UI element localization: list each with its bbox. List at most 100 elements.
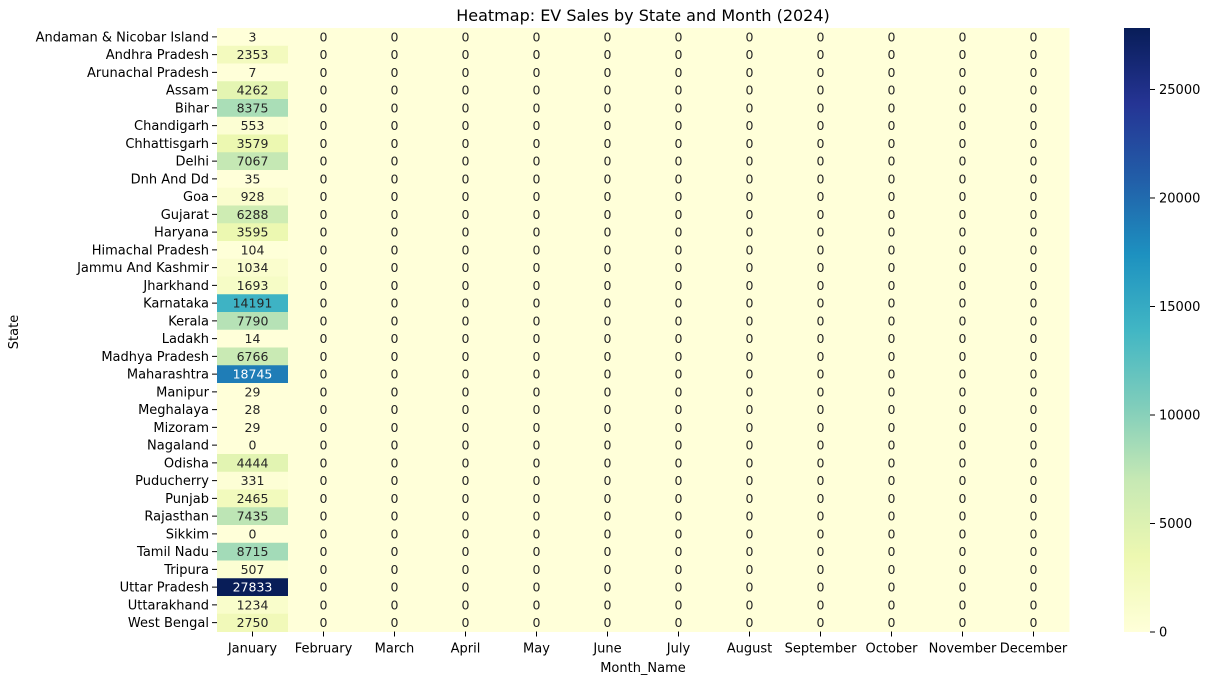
heatmap-cell [359,347,431,366]
heatmap-cell [217,596,289,615]
heatmap-cell [288,383,360,402]
heatmap-cell [501,28,573,47]
heatmap-cell [288,223,360,242]
cell-value-label: 0 [391,225,399,240]
heatmap-cell [643,489,715,508]
heatmap-cell [927,45,999,64]
heatmap-cell [785,312,857,331]
heatmap-cell [714,347,786,366]
cell-value-label: 0 [604,118,612,133]
cell-value-label: 0 [320,29,328,44]
heatmap-cell [288,63,360,82]
cell-value-label: 0 [391,100,399,115]
heatmap-cell [927,525,999,544]
y-tick-label: Sikkim [166,527,209,542]
cell-value-label: 0 [1030,438,1038,453]
cell-value-label: 0 [817,402,825,417]
heatmap-cell [430,542,502,561]
cell-value-label: 0 [817,491,825,506]
heatmap-cell [714,400,786,419]
colorbar-tick-label: 10000 [1159,408,1200,423]
heatmap-cell [856,329,928,348]
cell-value-label: 0 [817,207,825,222]
heatmap-cell [785,560,857,579]
heatmap-cell [217,329,289,348]
cell-value-label: 0 [675,225,683,240]
cell-value-label: 0 [533,154,541,169]
heatmap-cell [217,312,289,331]
cell-value-label: 18745 [233,367,273,382]
cell-value-label: 0 [320,349,328,364]
heatmap-cell [643,28,715,47]
heatmap-cell [501,454,573,473]
cell-value-label: 0 [888,225,896,240]
heatmap-cell [998,63,1070,82]
heatmap-cell [856,613,928,632]
cell-value-label: 0 [604,278,612,293]
heatmap-cell [430,418,502,437]
cell-value-label: 0 [1030,136,1038,151]
heatmap-cell [288,241,360,260]
heatmap-cell [643,81,715,100]
heatmap-cell [927,542,999,561]
heatmap-cell [643,99,715,118]
cell-value-label: 0 [1030,473,1038,488]
cell-value-label: 0 [1030,47,1038,62]
heatmap-cell [572,347,644,366]
cell-value-label: 0 [462,473,470,488]
cell-value-label: 0 [959,438,967,453]
cell-value-label: 0 [320,509,328,524]
cell-value-label: 0 [888,384,896,399]
heatmap-cell [572,365,644,384]
heatmap-cell [430,525,502,544]
cell-value-label: 0 [746,260,754,275]
colorbar-tick-label: 25000 [1159,83,1200,98]
heatmap-cell [430,365,502,384]
cell-value-label: 0 [533,367,541,382]
cell-value-label: 331 [241,473,265,488]
heatmap-cell [288,116,360,135]
cell-value-label: 0 [888,526,896,541]
heatmap-cell [927,454,999,473]
cell-value-label: 0 [888,509,896,524]
heatmap-cell [288,134,360,153]
heatmap-cell [856,542,928,561]
cell-value-label: 0 [1030,491,1038,506]
cell-value-label: 0 [604,136,612,151]
cell-value-label: 0 [817,455,825,470]
cell-value-label: 0 [817,189,825,204]
cell-value-label: 0 [817,438,825,453]
heatmap-cell [998,99,1070,118]
heatmap-cell [430,329,502,348]
heatmap-cell [856,400,928,419]
y-tick-label: Chandigarh [134,119,209,134]
cell-value-label: 0 [746,331,754,346]
cell-value-label: 1034 [237,260,269,275]
cell-value-label: 0 [320,615,328,630]
heatmap-cell [501,596,573,615]
heatmap-cell [217,489,289,508]
cell-value-label: 0 [462,526,470,541]
cell-value-label: 29 [245,384,261,399]
heatmap-cell [430,241,502,260]
cell-value-label: 0 [746,455,754,470]
cell-value-label: 0 [533,526,541,541]
heatmap-cell [714,471,786,490]
heatmap-cell [927,347,999,366]
y-tick-label: Uttar Pradesh [120,581,209,596]
heatmap-cell [359,170,431,189]
heatmap-cell [288,329,360,348]
cell-value-label: 0 [817,420,825,435]
heatmap-cell [430,578,502,597]
heatmap-cell [998,312,1070,331]
heatmap-cell [998,560,1070,579]
heatmap-cell [359,276,431,295]
cell-value-label: 0 [533,509,541,524]
heatmap-cell [430,116,502,135]
heatmap-cell [714,525,786,544]
cell-value-label: 0 [533,544,541,559]
heatmap-cell [643,205,715,224]
heatmap-cell [572,418,644,437]
cell-value-label: 0 [746,189,754,204]
cell-value-label: 14 [245,331,261,346]
